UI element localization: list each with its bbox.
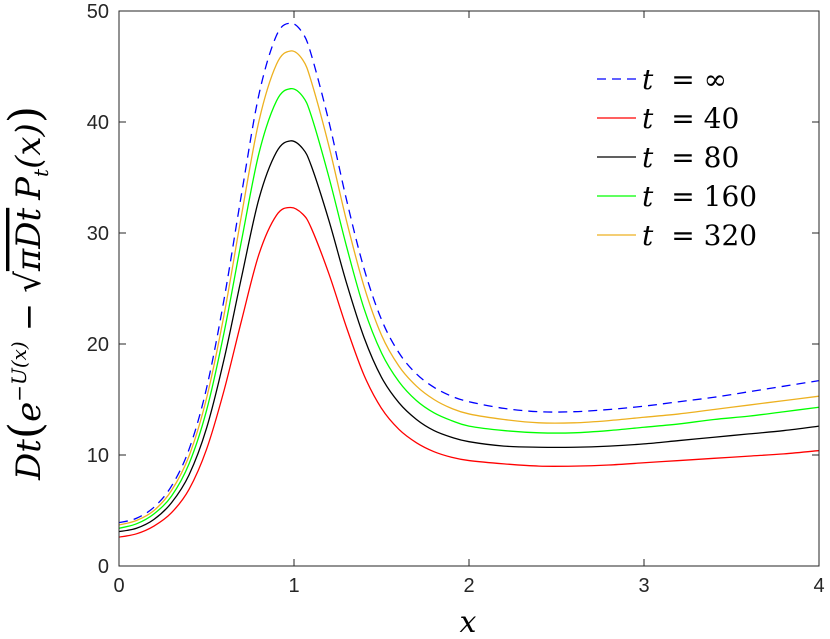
legend-label-2: t = 80: [642, 141, 739, 174]
y-tick-label-10: 10: [87, 445, 109, 467]
series-line-2: [118, 140, 820, 533]
legend: t = ∞ t = 40 t = 80 t = 160 t = 320: [597, 63, 757, 252]
series-layer: [118, 22, 820, 538]
y-tick-label-30: 30: [87, 223, 109, 245]
legend-label-3: t = 160: [642, 180, 757, 213]
x-tick-label-0: 0: [113, 575, 124, 597]
y-label-sqrt-arg: πDt: [9, 207, 49, 272]
y-tick-label-0: 0: [98, 556, 109, 578]
series-line-3: [118, 87, 820, 529]
y-label-prefix: Dt: [9, 439, 49, 481]
y-label-open-paren: (: [0, 422, 51, 439]
y-label-close-paren: ): [0, 106, 51, 123]
x-axis-label: x: [460, 605, 477, 639]
x-tick-label-4: 4: [813, 575, 824, 597]
legend-label-4: t = 320: [642, 219, 757, 252]
y-label-exp-power: −U(x): [7, 341, 31, 402]
y-label-p-sub: t: [29, 168, 53, 177]
y-tick-label-20: 20: [87, 334, 109, 356]
svg-text:Dt(e−U(x)−√πDtPt(x)): Dt(e−U(x) − √πDt Pt(x)): [0, 106, 53, 481]
y-label-minus: −: [9, 303, 49, 332]
y-tick-label-40: 40: [87, 112, 109, 134]
y-label-p: P: [9, 176, 49, 201]
y-label-p-arg: (x): [9, 123, 49, 169]
y-axis-label: Dt(e−U(x) − √πDt Pt(x)): [0, 106, 53, 481]
x-tick-label-1: 1: [288, 575, 299, 597]
series-line-1: [118, 206, 820, 538]
legend-label-0: t = ∞: [642, 63, 727, 96]
y-label-sqrt-sign: √: [9, 271, 49, 293]
x-tick-label-2: 2: [463, 575, 474, 597]
y-tick-label-50: 50: [87, 1, 109, 23]
y-label-exp-base: e: [9, 402, 49, 422]
series-line-4: [118, 50, 820, 526]
x-tick-label-3: 3: [638, 575, 649, 597]
legend-label-1: t = 40: [642, 102, 739, 135]
series-line-0: [118, 22, 820, 524]
